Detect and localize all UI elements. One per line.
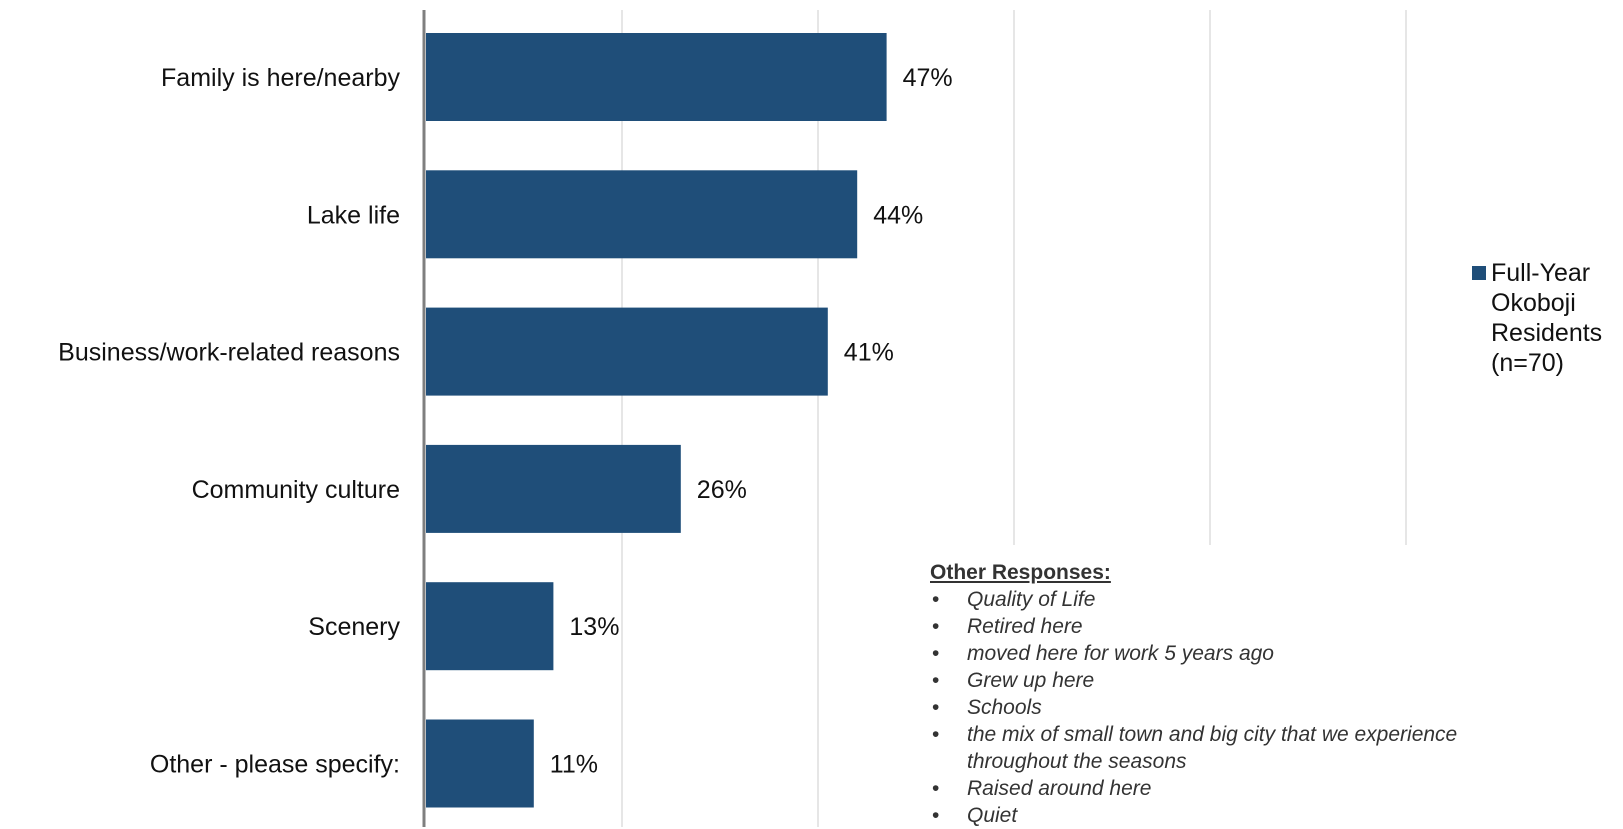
other-responses-panel: Other Responses: • Quality of Life • Retir… bbox=[930, 560, 1550, 829]
legend-label-line: Okoboji bbox=[1491, 289, 1576, 317]
other-response-text: Quality of Life bbox=[967, 588, 1096, 611]
bullet-icon: • bbox=[932, 615, 940, 638]
list-item: • Quiet bbox=[930, 802, 1550, 829]
category-label: Business/work-related reasons bbox=[58, 339, 400, 367]
data-label: 26% bbox=[697, 476, 747, 504]
list-item: • Grew up here bbox=[930, 667, 1550, 694]
bullet-icon: • bbox=[932, 696, 940, 719]
bar bbox=[426, 170, 858, 259]
bullet-icon: • bbox=[932, 777, 940, 800]
list-item: • Schools bbox=[930, 694, 1550, 721]
other-response-text: Raised around here bbox=[967, 777, 1152, 800]
data-label: 47% bbox=[903, 64, 953, 92]
category-label: Lake life bbox=[307, 201, 400, 229]
category-label: Family is here/nearby bbox=[161, 64, 400, 92]
legend-label: Full-Year Okoboji Residents (n=70) bbox=[1491, 258, 1602, 378]
bullet-icon: • bbox=[932, 588, 940, 611]
bullet-icon: • bbox=[932, 804, 940, 827]
other-response-text: moved here for work 5 years ago bbox=[967, 642, 1274, 665]
other-response-text: Grew up here bbox=[967, 669, 1095, 692]
chart-legend: Full-Year Okoboji Residents (n=70) bbox=[1472, 258, 1622, 378]
bullet-icon: • bbox=[932, 642, 940, 665]
list-item: • Raised around here bbox=[930, 775, 1550, 802]
category-label: Scenery bbox=[308, 613, 400, 641]
list-item: • Quality of Life bbox=[930, 586, 1550, 613]
category-label: Other - please specify: bbox=[150, 751, 400, 779]
legend-swatch bbox=[1472, 266, 1486, 280]
category-label: Community culture bbox=[192, 476, 400, 504]
legend-label-line: Full-Year bbox=[1491, 259, 1591, 287]
bullet-icon: • bbox=[932, 723, 940, 746]
list-item: • moved here for work 5 years ago bbox=[930, 640, 1550, 667]
other-response-text: Quiet bbox=[967, 804, 1018, 827]
bullet-icon: • bbox=[932, 669, 940, 692]
data-label: 11% bbox=[550, 751, 598, 779]
data-label: 44% bbox=[873, 201, 923, 229]
other-response-text: the mix of small town and big city that … bbox=[967, 723, 1458, 773]
bar bbox=[426, 33, 887, 121]
data-label: 41% bbox=[844, 339, 894, 367]
other-response-text: Retired here bbox=[967, 615, 1083, 638]
other-responses-title: Other Responses: bbox=[930, 561, 1111, 584]
bar bbox=[426, 582, 554, 671]
legend-label-line: Residents bbox=[1491, 319, 1603, 347]
bar bbox=[426, 719, 534, 808]
data-label: 13% bbox=[569, 613, 619, 641]
other-responses-list: • Quality of Life • Retired here • moved he… bbox=[930, 586, 1550, 829]
bar bbox=[426, 307, 828, 396]
list-item: • the mix of small town and big city that… bbox=[930, 721, 1550, 775]
other-response-text: Schools bbox=[967, 696, 1042, 719]
legend-label-line: (n=70) bbox=[1491, 349, 1564, 377]
list-item: • Retired here bbox=[930, 613, 1550, 640]
bar bbox=[426, 444, 681, 533]
